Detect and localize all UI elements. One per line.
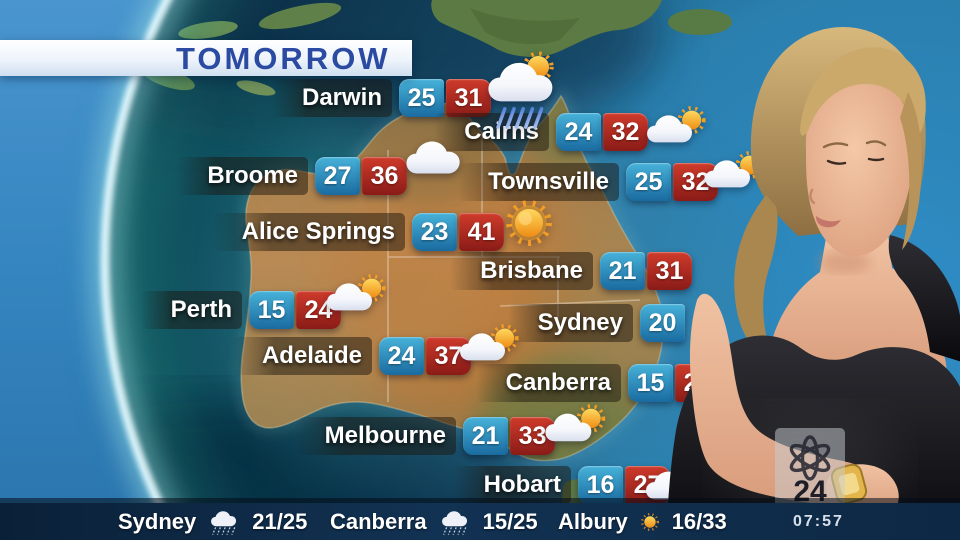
city-townsville: Townsville 25 32 — [458, 163, 718, 201]
min-temp-chip: 25 — [626, 163, 671, 201]
city-label: Townsville — [458, 163, 619, 201]
ticker-temps: 15/25 — [482, 508, 538, 534]
city-label: Broome — [177, 157, 308, 195]
max-temp-chip: 36 — [362, 157, 407, 195]
perth-weather-icon — [322, 269, 392, 320]
ticker-rain-icon — [206, 508, 242, 536]
min-temp-chip: 23 — [412, 213, 457, 251]
city-label: Perth — [140, 291, 242, 329]
max-temp-chip: 31 — [647, 252, 692, 290]
min-temp-chip: 27 — [315, 157, 360, 195]
min-temp-chip: 21 — [600, 252, 645, 290]
ticker-temps: 21/25 — [252, 508, 308, 534]
city-hobart: Hobart 16 27 — [453, 466, 670, 504]
melbourne-weather-icon — [540, 399, 612, 451]
max-temp-chip: 32 — [603, 113, 648, 151]
city-label: Sydney — [507, 304, 633, 342]
max-temp-chip: 31 — [446, 79, 491, 117]
ticker-time: 07:57 — [793, 513, 844, 530]
ticker-item-albury: Albury 16/33 — [558, 503, 727, 540]
city-melbourne: Melbourne 21 33 — [294, 417, 555, 455]
city-adelaide: Adelaide 24 37 — [231, 337, 471, 375]
adelaide-weather-icon — [455, 319, 525, 370]
city-canberra: Canberra 15 25 — [475, 364, 720, 402]
banner-title: TOMORROW — [176, 41, 391, 76]
broome-weather-icon — [402, 135, 466, 180]
city-label: Darwin — [271, 79, 392, 117]
darwin-weather-icon — [478, 50, 570, 134]
city-label: Brisbane — [450, 252, 593, 290]
min-temp-chip: 20 — [640, 304, 685, 342]
min-temp-chip: 24 — [379, 337, 424, 375]
city-sydney: Sydney 20 — [507, 304, 685, 342]
ticker-sun-icon — [638, 510, 662, 534]
city-label: Alice Springs — [211, 213, 405, 251]
ticker-city-label: Sydney — [118, 508, 197, 534]
min-temp-chip: 21 — [463, 417, 508, 455]
min-temp-chip: 25 — [399, 79, 444, 117]
ticker-temps: 16/33 — [671, 508, 727, 534]
ticker-city-label: Canberra — [330, 508, 427, 534]
ticker-item-canberra: Canberra 15/25 — [330, 503, 538, 540]
city-alice-springs: Alice Springs 23 41 — [211, 213, 504, 251]
city-brisbane: Brisbane 21 31 — [450, 252, 692, 290]
city-darwin: Darwin 25 31 — [271, 79, 491, 117]
ticker-bar: Sydney 21/25 Canberra 15/25 Albury 16/33… — [0, 498, 960, 540]
max-temp-chip: 25 — [675, 364, 720, 402]
alice-springs-weather-icon — [492, 186, 566, 260]
globe-glow — [89, 0, 243, 540]
city-label: Hobart — [453, 466, 571, 504]
min-temp-chip: 15 — [628, 364, 673, 402]
city-label: Melbourne — [294, 417, 456, 455]
min-temp-chip: 24 — [556, 113, 601, 151]
city-broome: Broome 27 36 — [177, 157, 407, 195]
city-label: Adelaide — [231, 337, 372, 375]
ticker-rain-icon — [437, 508, 473, 536]
city-label: Canberra — [475, 364, 621, 402]
max-temp-chip: 41 — [459, 213, 504, 251]
cairns-weather-icon — [642, 101, 712, 152]
ticker-item-sydney: Sydney 21/25 — [118, 503, 307, 540]
ticker-city-label: Albury — [558, 508, 628, 534]
min-temp-chip: 15 — [249, 291, 294, 329]
tomorrow-banner: TOMORROW — [0, 40, 412, 76]
townsville-weather-icon — [700, 146, 770, 197]
min-temp-chip: 16 — [578, 466, 623, 504]
